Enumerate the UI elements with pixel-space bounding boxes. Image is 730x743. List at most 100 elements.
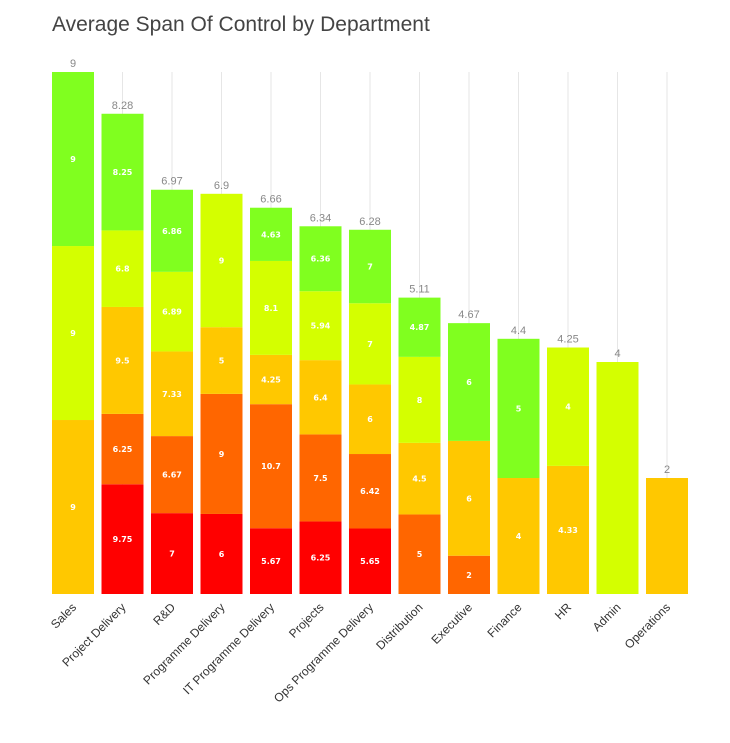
segment-value-label: 8.25 xyxy=(113,168,133,177)
bar-segment-project-delivery-3 xyxy=(101,306,144,414)
category-label: Projects xyxy=(286,600,327,641)
bar-segment-operations-1 xyxy=(646,478,688,594)
segment-value-label: 6 xyxy=(466,494,472,503)
bar-segment-ops-programme-delivery-2 xyxy=(349,454,391,529)
bar-total-label: 6.97 xyxy=(161,176,182,188)
bar-total-label: 6.9 xyxy=(214,180,229,192)
bar-segment-sales-3 xyxy=(52,72,94,247)
segment-value-label: 4 xyxy=(516,532,522,541)
category-label: Distribution xyxy=(373,600,425,652)
bar-segment-distribution-3 xyxy=(398,356,441,443)
bar-segment-randd-4 xyxy=(151,271,193,352)
segment-value-label: 8.1 xyxy=(264,304,279,313)
bar-segment-hr-2 xyxy=(547,347,589,466)
segment-value-label: 9 xyxy=(219,256,225,265)
segment-value-label: 7.5 xyxy=(313,474,328,483)
bar-segment-executive-3 xyxy=(448,323,490,441)
bar-segment-randd-1 xyxy=(151,513,193,594)
segment-value-label: 4.25 xyxy=(261,376,281,385)
category-label: Ops Programme Delivery xyxy=(271,600,376,705)
bar-total-label: 4.4 xyxy=(511,325,526,337)
bar-segment-projects-1 xyxy=(299,521,342,594)
bar-segment-ops-programme-delivery-4 xyxy=(349,303,391,385)
bar-segment-randd-2 xyxy=(151,436,193,514)
bar-segment-ops-programme-delivery-3 xyxy=(349,384,391,455)
segment-value-label: 6.89 xyxy=(162,308,182,317)
segment-value-label: 6.25 xyxy=(113,445,133,454)
segment-value-label: 6.36 xyxy=(311,255,331,264)
bar-total-label: 4.25 xyxy=(557,334,578,346)
bars xyxy=(52,72,688,594)
bar-segment-executive-2 xyxy=(448,440,490,556)
segment-value-label: 5.67 xyxy=(261,557,281,566)
segment-value-label: 9 xyxy=(219,450,225,459)
bar-segment-ops-programme-delivery-1 xyxy=(349,528,391,594)
bar-segment-projects-4 xyxy=(299,291,342,361)
segment-value-label: 9.75 xyxy=(113,535,133,544)
bar-segment-randd-3 xyxy=(151,351,193,437)
bar-segment-finance-1 xyxy=(497,478,540,594)
category-label: Finance xyxy=(485,600,525,640)
category-label: Operations xyxy=(622,600,673,651)
bar-total-label: 5.11 xyxy=(409,284,430,296)
bar-segment-it-programme-delivery-3 xyxy=(250,354,292,405)
bar-segment-sales-2 xyxy=(52,246,94,421)
segment-value-label: 7 xyxy=(169,550,175,559)
category-label: Executive xyxy=(428,600,475,647)
segment-value-label: 9 xyxy=(70,503,76,512)
segment-value-label: 7.33 xyxy=(162,390,182,399)
bar-segment-projects-3 xyxy=(299,360,342,435)
segment-value-label: 5 xyxy=(219,357,225,366)
bar-segment-projects-5 xyxy=(299,226,342,292)
segment-value-label: 4.33 xyxy=(558,526,578,535)
category-label: HR xyxy=(552,600,574,622)
segment-value-label: 6.86 xyxy=(162,227,182,236)
category-label: R&D xyxy=(150,600,178,628)
bar-segment-admin-1 xyxy=(596,362,639,594)
bar-total-label: 6.66 xyxy=(260,194,281,206)
segment-value-label: 6.67 xyxy=(162,471,182,480)
category-label: Programme Delivery xyxy=(140,600,227,687)
bar-segment-programme-delivery-3 xyxy=(200,327,243,394)
segment-value-label: 7 xyxy=(367,340,373,349)
segment-value-label: 4 xyxy=(565,403,571,412)
segment-value-label: 5.65 xyxy=(360,557,380,566)
bar-segment-randd-5 xyxy=(151,189,193,272)
bar-segment-it-programme-delivery-5 xyxy=(250,207,292,261)
segment-value-label: 4.63 xyxy=(261,230,281,239)
bar-segment-finance-2 xyxy=(497,338,540,479)
segment-value-label: 5 xyxy=(417,550,423,559)
segment-value-label: 4.87 xyxy=(410,323,430,332)
bar-total-label: 2 xyxy=(664,464,670,476)
bar-segment-hr-1 xyxy=(547,465,589,594)
bar-segment-projects-2 xyxy=(299,434,342,522)
bar-total-label: 4 xyxy=(614,348,620,360)
segment-value-label: 5 xyxy=(516,404,522,413)
segment-value-label: 6.25 xyxy=(311,554,331,563)
segment-value-label: 9.5 xyxy=(115,356,130,365)
segment-value-label: 7 xyxy=(367,263,373,272)
bar-total-label: 6.28 xyxy=(359,216,380,228)
bar-total-label: 8.28 xyxy=(112,100,133,112)
segment-value-label: 10.7 xyxy=(261,462,281,471)
category-label: Sales xyxy=(48,600,79,631)
segment-value-label: 9 xyxy=(70,329,76,338)
category-label: Admin xyxy=(590,600,624,634)
segment-value-label: 6 xyxy=(219,550,225,559)
bar-segment-programme-delivery-2 xyxy=(200,393,243,514)
segment-value-label: 2 xyxy=(466,571,472,580)
bar-segment-it-programme-delivery-1 xyxy=(250,528,292,594)
bar-segment-distribution-4 xyxy=(398,297,441,357)
segment-value-label: 8 xyxy=(417,396,423,405)
segment-value-label: 6 xyxy=(367,415,373,424)
bar-total-label: 6.34 xyxy=(310,212,331,224)
bar-segment-distribution-1 xyxy=(398,514,441,594)
chart-title: Average Span Of Control by Department xyxy=(52,13,430,36)
category-label: IT Programme Delivery xyxy=(180,600,277,697)
segment-value-label: 4.5 xyxy=(412,475,427,484)
segment-value-label: 6.4 xyxy=(313,393,328,402)
bar-segment-sales-1 xyxy=(52,420,94,594)
bar-segment-it-programme-delivery-4 xyxy=(250,260,292,355)
bar-segment-project-delivery-5 xyxy=(101,113,144,231)
